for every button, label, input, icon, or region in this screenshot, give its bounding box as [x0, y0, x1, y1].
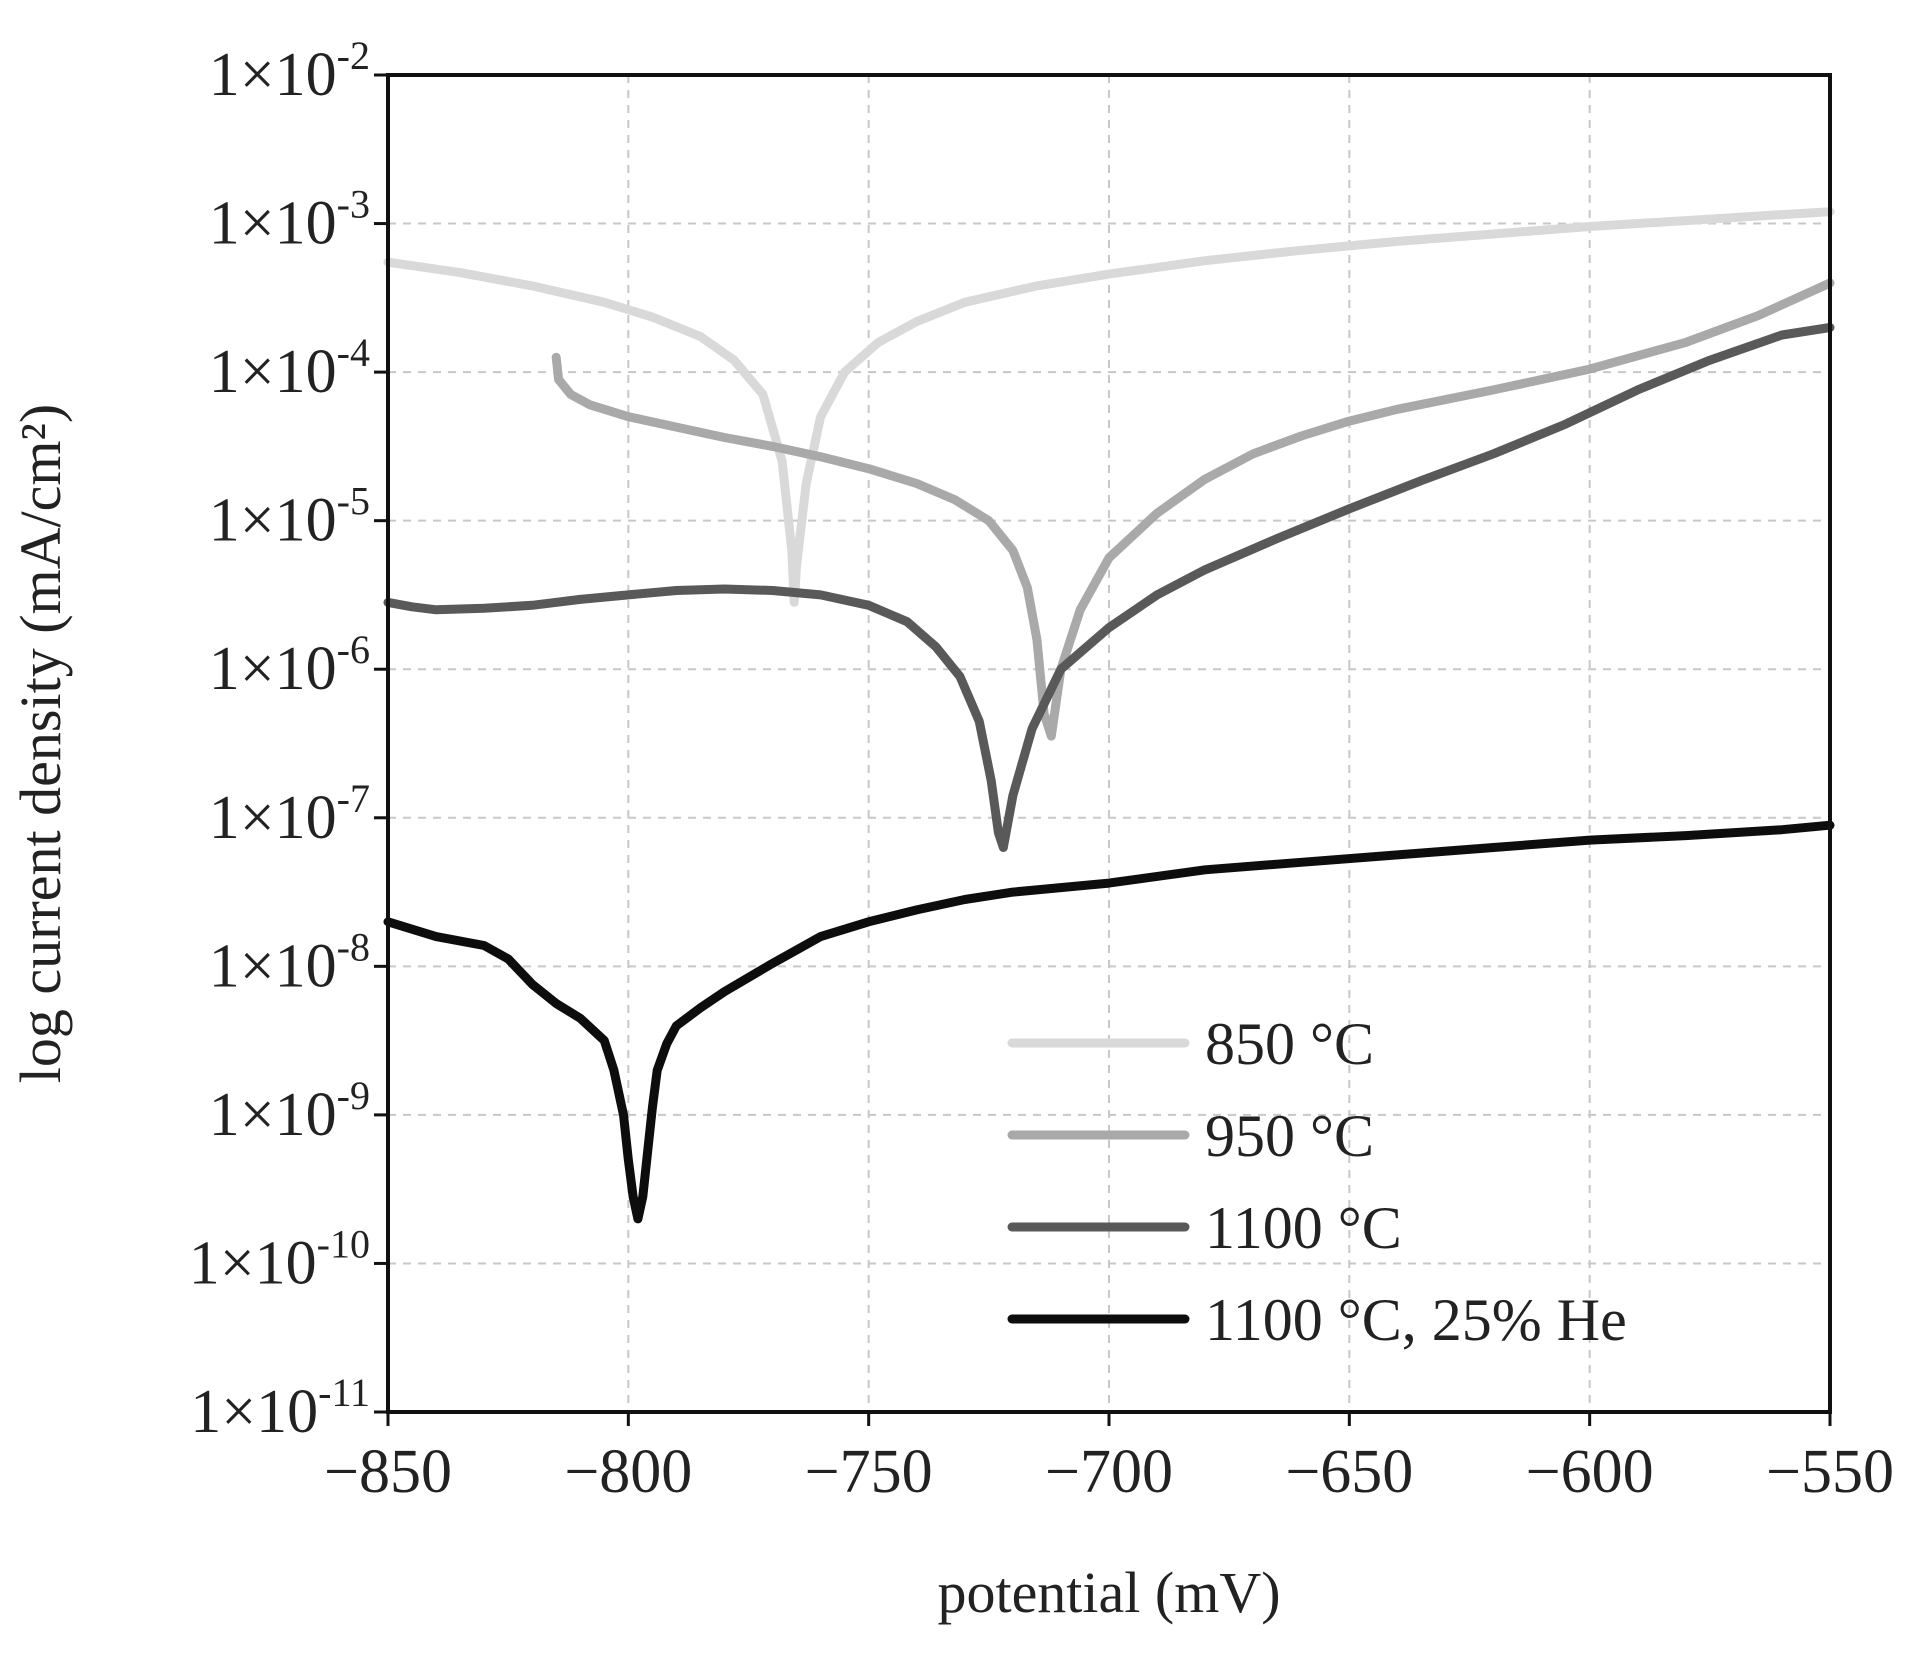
y-tick-base: 1×10	[190, 1378, 318, 1446]
y-tick-label: 1×10-5	[209, 479, 370, 555]
tick-labels: −850 −800 −750 −700 −650 −600 −5501×10-21×10-3…	[189, 33, 1894, 1506]
y-tick-label: 1×10-2	[209, 33, 370, 109]
y-tick-exponent: -7	[337, 776, 370, 821]
x-tick-label: −700	[1045, 1438, 1173, 1506]
x-tick-label: −800	[564, 1438, 692, 1506]
y-tick-exponent: -4	[337, 330, 370, 375]
series-layer	[383, 207, 1835, 1224]
y-tick-label: 1×10-10	[189, 1221, 370, 1297]
ticks	[374, 73, 1832, 1426]
y-tick-exponent: -3	[337, 182, 370, 227]
y-tick-label: 1×10-11	[190, 1370, 370, 1446]
x-tick-label: −750	[805, 1438, 933, 1506]
y-tick-base: 1×10	[209, 1081, 337, 1149]
legend-label-0: 850 °C	[1205, 1011, 1374, 1077]
y-tick-label: 1×10-9	[209, 1073, 370, 1149]
y-tick-exponent: -9	[337, 1073, 370, 1118]
y-tick-label: 1×10-8	[209, 924, 370, 1000]
series-line-3	[383, 820, 1835, 1224]
y-tick-label: 1×10-7	[209, 776, 370, 852]
y-tick-exponent: -11	[318, 1370, 370, 1415]
y-tick-label: 1×10-4	[209, 330, 370, 406]
legend: 850 °C 950 °C 1100 °C 1100 °C, 25% He	[1007, 1011, 1627, 1353]
y-tick-base: 1×10	[209, 932, 337, 1000]
y-tick-exponent: -2	[337, 33, 370, 78]
legend-label-3: 1100 °C, 25% He	[1205, 1287, 1627, 1353]
x-axis-title: potential (mV)	[937, 1560, 1280, 1625]
x-tick-label: −850	[324, 1438, 452, 1506]
series-line-1	[551, 278, 1835, 741]
y-tick-base: 1×10	[209, 41, 337, 109]
y-tick-base: 1×10	[209, 784, 337, 852]
legend-label-2: 1100 °C	[1205, 1195, 1402, 1261]
y-tick-label: 1×10-3	[209, 182, 370, 258]
x-tick-label: −650	[1285, 1438, 1413, 1506]
series-line-2	[383, 323, 1835, 852]
x-tick-label: −550	[1766, 1438, 1894, 1506]
legend-label-1: 950 °C	[1205, 1103, 1374, 1169]
y-tick-base: 1×10	[209, 190, 337, 258]
x-tick-label: −600	[1526, 1438, 1654, 1506]
y-tick-base: 1×10	[209, 338, 337, 406]
y-axis-title: log current density (mA/cm²)	[8, 404, 73, 1083]
y-tick-base: 1×10	[189, 1229, 317, 1297]
y-tick-base: 1×10	[209, 635, 337, 703]
y-tick-label: 1×10-6	[209, 627, 370, 703]
y-tick-exponent: -5	[337, 479, 370, 524]
y-tick-base: 1×10	[209, 487, 337, 555]
y-tick-exponent: -6	[337, 627, 370, 672]
y-tick-exponent: -10	[317, 1221, 370, 1266]
series-line-0	[383, 207, 1835, 607]
y-tick-exponent: -8	[337, 924, 370, 969]
